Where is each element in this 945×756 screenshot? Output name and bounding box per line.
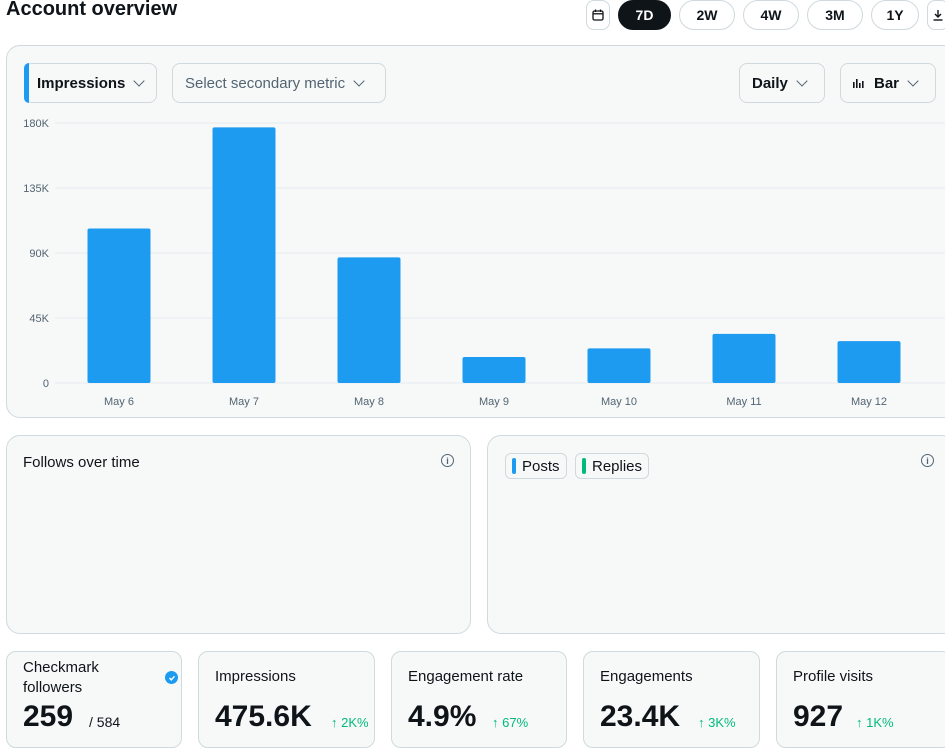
range-2w-button[interactable]: 2W [679,0,735,30]
secondary-metric-dropdown[interactable]: Select secondary metric [172,63,386,103]
bar-may-12 [837,341,901,383]
card-engagements[interactable]: Engagements 23.4K ↑ 3K% [583,651,760,748]
legend-posts[interactable]: Posts [505,453,567,479]
card-label: Impressions [215,668,296,685]
range-7d-button[interactable]: 7D [618,0,671,30]
range-4w-button[interactable]: 4W [743,0,799,30]
primary-metric-label: Impressions [37,74,126,92]
bar-may-8 [337,257,401,383]
y-tick-label: 135K [23,183,49,195]
chart-type-label: Bar [874,74,900,92]
card-label: Profile visits [793,668,874,685]
card-value: 927 [793,700,844,733]
page-title: Account overview [6,0,178,20]
chart-type-dropdown[interactable]: Bar [840,63,936,103]
calendar-icon [592,9,604,21]
legend-replies-label: Replies [592,457,643,475]
card-delta: ↑ 1K% [856,715,894,730]
info-icon[interactable]: i [441,454,454,467]
card-engagement-rate[interactable]: Engagement rate 4.9% ↑ 67% [391,651,567,748]
bar-may-6 [87,228,151,383]
bar-may-7 [212,127,276,383]
x-tick-label: May 9 [479,396,509,408]
legend-posts-label: Posts [522,457,560,475]
info-icon[interactable]: i [921,454,934,467]
follows-title: Follows over time [23,454,140,471]
bar-may-10 [587,348,651,383]
download-button[interactable] [927,0,945,30]
x-tick-label: May 11 [726,396,761,408]
legend-swatch [582,458,586,474]
card-impressions[interactable]: Impressions 475.6K ↑ 2K% [198,651,375,748]
y-tick-label: 90K [29,248,49,260]
primary-metric-dropdown[interactable]: Impressions [24,63,157,103]
x-tick-label: May 6 [104,396,134,408]
card-delta: ↑ 67% [492,715,529,730]
bar-may-11 [712,333,776,383]
x-tick-label: May 7 [229,396,259,408]
verified-badge-icon [165,671,178,684]
card-label: Engagements [600,668,693,685]
bar-may-9 [462,357,526,383]
card-value: 259 [23,700,74,733]
range-1y-button[interactable]: 1Y [871,0,919,30]
y-tick-label: 0 [43,378,49,390]
download-icon [933,10,943,21]
card-checkmark-followers[interactable]: Checkmark followers 259 / 584 [6,651,182,748]
card-value: 23.4K [600,700,681,733]
legend-replies[interactable]: Replies [575,453,650,479]
x-tick-label: May 12 [851,396,887,408]
interval-label: Daily [752,74,788,92]
y-tick-label: 180K [23,118,49,130]
card-profile-visits[interactable]: Profile visits 927 ↑ 1K% [776,651,945,748]
card-value: 475.6K [215,700,312,733]
card-label: Checkmark followers [23,659,99,696]
interval-dropdown[interactable]: Daily [739,63,825,103]
secondary-metric-label: Select secondary metric [185,74,346,92]
follows-panel: Follows over time i [6,435,471,634]
metric-accent [24,63,29,103]
calendar-button[interactable] [586,0,610,30]
card-label: Engagement rate [408,668,524,685]
legend-swatch [512,458,516,474]
card-delta: ↑ 2K% [331,715,369,730]
card-subvalue: / 584 [89,714,121,730]
main-chart-panel: Impressions Select secondary metric Dail… [6,45,945,418]
card-delta: ↑ 3K% [698,715,736,730]
range-3m-button[interactable]: 3M [807,0,863,30]
y-tick-label: 45K [29,313,49,325]
card-value: 4.9% [408,700,477,733]
x-tick-label: May 10 [601,396,637,408]
bar-chart-icon [853,79,864,88]
x-tick-label: May 8 [354,396,384,408]
posts-replies-panel: Posts Replies i [487,435,945,634]
